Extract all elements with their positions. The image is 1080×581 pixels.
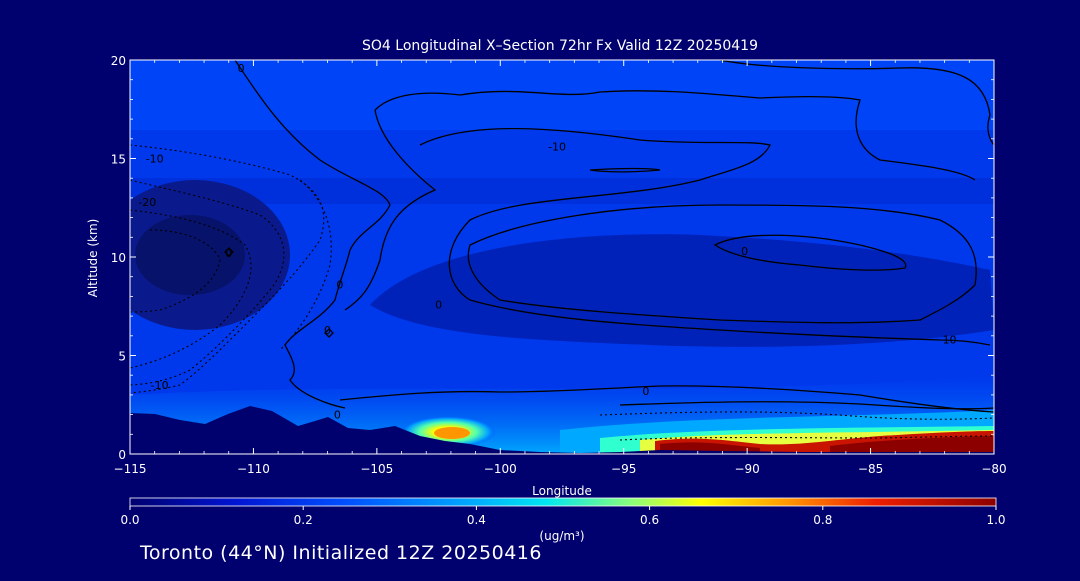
x-tick-label: −105 xyxy=(360,462,393,476)
contour-label: 0 xyxy=(324,324,331,337)
y-tick-label: 15 xyxy=(111,153,126,167)
colorbar-tick-label: 0.8 xyxy=(813,513,832,527)
contour-line xyxy=(339,385,994,413)
contour-label: 0 xyxy=(238,62,245,75)
contours-solid xyxy=(224,60,994,413)
contour-labels: 0 -10 -10 -20 0 0 0 0 0 10 -10 0 0 xyxy=(138,62,956,422)
contour-line-negative xyxy=(130,144,325,394)
contour-line xyxy=(234,60,391,409)
colorbar-tick-label: 0.6 xyxy=(640,513,659,527)
contour-label: 0 xyxy=(435,298,442,311)
contour-line-negative xyxy=(130,209,252,369)
contour-label: 0 xyxy=(642,385,649,398)
colorbar-ticks: 0.0 0.2 0.4 0.6 0.8 1.0 xyxy=(120,506,1006,527)
x-tick-label: −85 xyxy=(858,462,883,476)
x-tick-label: −100 xyxy=(484,462,517,476)
x-axis-label: Longitude xyxy=(532,484,592,498)
field-surface-core xyxy=(660,436,994,452)
contour-line xyxy=(713,234,907,271)
contour-label: -10 xyxy=(146,153,164,166)
x-tick-label: −80 xyxy=(981,462,1006,476)
colorbar-tick-label: 0.4 xyxy=(467,513,486,527)
contour-line xyxy=(374,90,976,181)
field-hotspot-west-core xyxy=(434,427,470,439)
contours-dotted xyxy=(130,144,994,441)
contour-line xyxy=(419,127,991,346)
contour-label: -20 xyxy=(138,196,156,209)
contour-label: -10 xyxy=(548,141,566,154)
contour-line xyxy=(719,60,994,146)
colorbar xyxy=(129,497,997,507)
contour-line-negative xyxy=(130,179,285,386)
contour-label: 0 xyxy=(336,279,343,292)
colorbar-units: (ug/m³) xyxy=(539,529,584,543)
y-tick-label: 20 xyxy=(111,54,126,68)
contour-label: 0 xyxy=(225,247,232,260)
contour-label: -10 xyxy=(151,379,169,392)
y-tick-label: 0 xyxy=(118,448,126,462)
y-axis: 0 5 10 15 20 xyxy=(111,54,994,462)
x-tick-label: −95 xyxy=(611,462,636,476)
contour-line xyxy=(467,204,977,324)
contour-line xyxy=(619,401,994,410)
y-tick-label: 10 xyxy=(111,251,126,265)
plot-area: 0 -10 -10 -20 0 0 0 0 0 10 -10 0 0 xyxy=(130,60,994,454)
contour-line xyxy=(224,247,234,257)
footer-location: Toronto (44°N) Initialized 12Z 20250416 xyxy=(140,542,542,564)
contour-label: 10 xyxy=(943,334,957,347)
terrain xyxy=(130,406,994,454)
contour-line-negative xyxy=(130,229,221,313)
chart-title: SO4 Longitudinal X–Section 72hr Fx Valid… xyxy=(362,38,758,54)
y-tick-label: 5 xyxy=(118,350,126,364)
x-tick-label: −115 xyxy=(114,462,147,476)
contour-line-negative xyxy=(619,435,994,441)
colorbar-tick-label: 0.2 xyxy=(294,513,313,527)
contour-line xyxy=(344,109,437,311)
contour-line xyxy=(324,328,334,338)
contour-label: 0 xyxy=(741,245,748,258)
field-core-dark xyxy=(370,234,994,347)
y-axis-label: Altitude (km) xyxy=(86,219,100,298)
x-tick-label: −90 xyxy=(734,462,759,476)
contour-line-negative xyxy=(599,411,994,420)
x-tick-label: −110 xyxy=(237,462,270,476)
contour-label: 0 xyxy=(334,409,341,422)
x-axis: −115 −110 −105 −100 −95 −90 −85 −80 xyxy=(114,60,1007,476)
contour-line xyxy=(589,167,661,173)
colorbar-tick-label: 0.0 xyxy=(120,513,139,527)
field-band-upper xyxy=(130,60,994,130)
field-west-core xyxy=(135,215,245,295)
colorbar-tick-label: 1.0 xyxy=(986,513,1005,527)
